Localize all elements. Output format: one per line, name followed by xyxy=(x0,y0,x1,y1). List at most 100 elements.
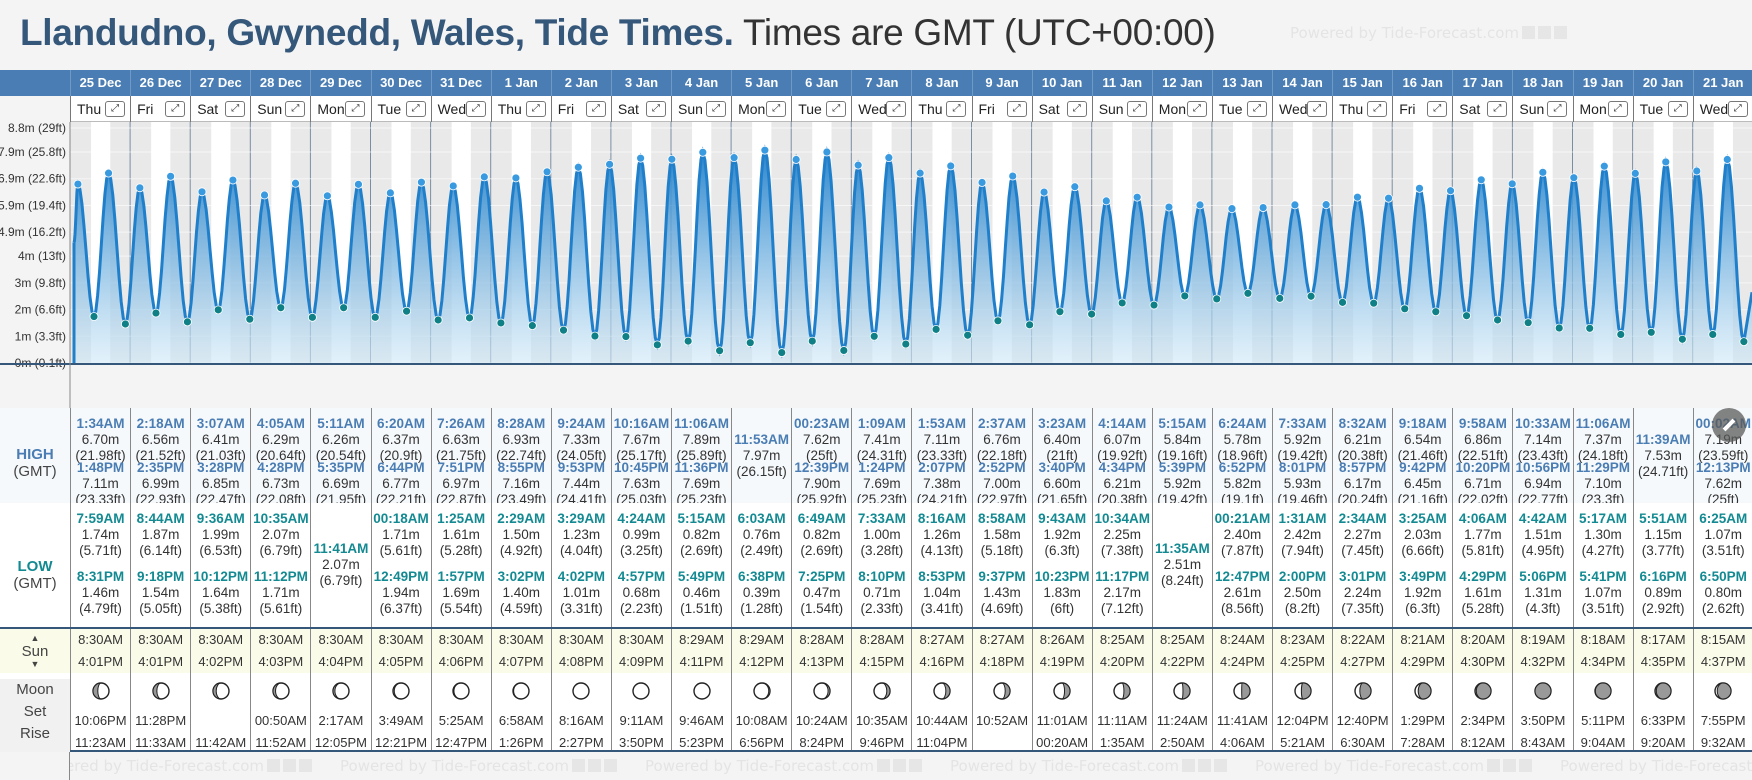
low-tide-point[interactable] xyxy=(807,336,817,346)
low-tide-point[interactable] xyxy=(1087,309,1097,319)
low-tide-point[interactable] xyxy=(433,315,443,325)
high-tide-point[interactable] xyxy=(791,155,801,164)
powered-by-watermark[interactable]: Powered by Tide-Forecast.com xyxy=(1560,757,1752,775)
powered-by-header[interactable]: Powered by Tide-Forecast.com xyxy=(1290,24,1568,42)
low-tide-point[interactable] xyxy=(496,318,506,328)
powered-by-watermark[interactable]: Powered by Tide-Forecast.com xyxy=(340,757,618,775)
high-tide-point[interactable] xyxy=(104,168,113,178)
high-tide-point[interactable] xyxy=(448,181,458,191)
high-tide-point[interactable] xyxy=(1630,168,1640,178)
low-tide-point[interactable] xyxy=(120,319,130,329)
low-tide-point[interactable] xyxy=(276,303,286,313)
expand-icon[interactable]: ⤢ xyxy=(1186,101,1207,117)
low-tide-point[interactable] xyxy=(1369,298,1379,308)
expand-icon[interactable]: ⤢ xyxy=(225,101,246,117)
low-tide-point[interactable] xyxy=(1212,294,1222,304)
low-tide-point[interactable] xyxy=(339,303,349,313)
high-tide-point[interactable] xyxy=(73,179,83,189)
high-tide-point[interactable] xyxy=(729,153,739,163)
low-tide-point[interactable] xyxy=(402,306,411,316)
expand-icon[interactable]: ⤢ xyxy=(1126,101,1147,117)
high-tide-point[interactable] xyxy=(1661,157,1671,167)
low-tide-point[interactable] xyxy=(1493,315,1502,325)
high-tide-point[interactable] xyxy=(1195,200,1205,210)
expand-icon[interactable]: ⤢ xyxy=(105,101,126,117)
high-tide-point[interactable] xyxy=(322,191,332,201)
expand-icon[interactable]: ⤢ xyxy=(405,101,426,117)
high-tide-point[interactable] xyxy=(667,154,677,164)
high-tide-point[interactable] xyxy=(1384,193,1393,203)
low-tide-point[interactable] xyxy=(1055,307,1065,317)
expand-icon[interactable]: ⤢ xyxy=(766,101,787,117)
expand-icon[interactable]: ⤢ xyxy=(645,101,666,117)
low-tide-point[interactable] xyxy=(1523,318,1533,328)
high-tide-point[interactable] xyxy=(1070,182,1080,192)
expand-icon[interactable]: ⤢ xyxy=(165,101,186,117)
high-tide-point[interactable] xyxy=(853,160,863,170)
high-tide-point[interactable] xyxy=(197,187,207,197)
low-tide-point[interactable] xyxy=(213,305,223,315)
low-tide-point[interactable] xyxy=(963,330,973,340)
high-tide-point[interactable] xyxy=(1415,183,1424,193)
expand-icon[interactable]: ⤢ xyxy=(525,101,546,117)
expand-icon[interactable]: ⤢ xyxy=(345,101,366,117)
powered-by-watermark[interactable]: Powered by Tide-Forecast.com xyxy=(1255,757,1533,775)
low-tide-point[interactable] xyxy=(1431,307,1441,317)
low-tide-point[interactable] xyxy=(1180,291,1190,301)
high-tide-point[interactable] xyxy=(542,167,552,177)
high-tide-point[interactable] xyxy=(479,172,489,182)
high-tide-point[interactable] xyxy=(511,173,521,183)
high-tide-point[interactable] xyxy=(1101,196,1111,206)
high-tide-point[interactable] xyxy=(1599,161,1609,171)
low-tide-point[interactable] xyxy=(1338,297,1347,307)
low-tide-point[interactable] xyxy=(1616,330,1626,339)
expand-icon[interactable]: ⤢ xyxy=(1547,101,1568,117)
high-tide-point[interactable] xyxy=(1538,167,1548,177)
high-tide-point[interactable] xyxy=(573,162,583,172)
low-tide-point[interactable] xyxy=(465,313,474,323)
high-tide-point[interactable] xyxy=(354,179,363,189)
low-tide-point[interactable] xyxy=(1462,311,1471,321)
expand-icon[interactable]: ⤢ xyxy=(1487,101,1508,117)
high-tide-point[interactable] xyxy=(977,178,987,187)
expand-icon[interactable]: ⤢ xyxy=(1246,101,1267,117)
high-tide-point[interactable] xyxy=(1569,173,1579,183)
low-tide-point[interactable] xyxy=(683,336,693,346)
high-tide-point[interactable] xyxy=(1476,175,1486,185)
expand-icon[interactable]: ⤢ xyxy=(1307,101,1328,117)
high-tide-point[interactable] xyxy=(1446,186,1455,196)
high-tide-point[interactable] xyxy=(822,147,832,157)
low-tide-point[interactable] xyxy=(151,308,161,318)
low-tide-point[interactable] xyxy=(1554,323,1564,333)
expand-icon[interactable]: ⤢ xyxy=(946,101,967,117)
high-tide-point[interactable] xyxy=(884,153,894,163)
high-tide-point[interactable] xyxy=(915,168,925,178)
low-tide-point[interactable] xyxy=(869,331,879,341)
low-tide-point[interactable] xyxy=(1677,334,1687,344)
expand-icon[interactable]: ⤢ xyxy=(1066,101,1087,117)
expand-icon[interactable]: ⤢ xyxy=(1727,101,1748,117)
high-tide-point[interactable] xyxy=(1132,192,1142,202)
low-tide-point[interactable] xyxy=(245,314,255,324)
low-tide-point[interactable] xyxy=(993,316,1003,326)
low-tide-point[interactable] xyxy=(839,346,849,355)
expand-icon[interactable]: ⤢ xyxy=(1607,101,1628,117)
high-tide-point[interactable] xyxy=(1321,200,1331,210)
low-tide-point[interactable] xyxy=(307,312,317,322)
expand-icon[interactable]: ⤢ xyxy=(886,101,907,117)
high-tide-point[interactable] xyxy=(1722,155,1732,164)
expand-icon[interactable]: ⤢ xyxy=(1667,101,1688,117)
high-tide-point[interactable] xyxy=(760,145,770,155)
low-tide-point[interactable] xyxy=(1739,337,1749,347)
low-tide-point[interactable] xyxy=(652,340,662,350)
low-tide-point[interactable] xyxy=(527,321,537,331)
high-tide-point[interactable] xyxy=(1692,166,1702,176)
low-tide-point[interactable] xyxy=(1149,300,1159,310)
scroll-handle-icon[interactable] xyxy=(1712,408,1746,442)
expand-icon[interactable]: ⤢ xyxy=(1427,101,1448,117)
high-tide-point[interactable] xyxy=(417,177,426,187)
low-tide-point[interactable] xyxy=(1400,304,1410,314)
high-tide-point[interactable] xyxy=(260,190,269,200)
low-tide-point[interactable] xyxy=(1708,330,1718,339)
high-tide-point[interactable] xyxy=(1039,187,1049,197)
